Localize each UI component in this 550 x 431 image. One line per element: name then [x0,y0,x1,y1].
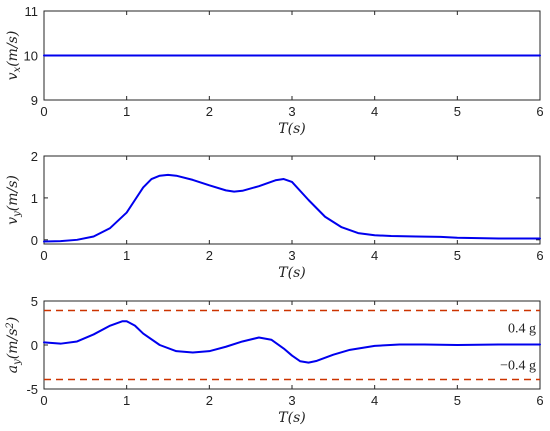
annotation-upper-limit: 0.4 g [508,322,536,337]
x-axis-label: T(s) [278,121,305,137]
x-tick-label: 1 [123,393,130,408]
y-axis-label-part: x [12,66,23,72]
x-tick-label: 0 [40,104,47,119]
y-axis-label: vx(m/s) [5,31,23,81]
x-tick-label: 1 [123,248,130,263]
y-axis-label-part: y [12,211,23,218]
y-axis-label-part: (m/s) [5,31,21,67]
x-tick-label: 0 [40,248,47,263]
x-tick-label: 2 [206,248,213,263]
x-tick-label: 2 [206,393,213,408]
x-axis-label: T(s) [278,410,305,426]
y-axis-label-part: (m/s) [5,175,21,211]
y-tick-label: 2 [31,149,38,164]
x-tick-label: 2 [206,104,213,119]
x-tick-label: 3 [288,104,295,119]
x-tick-label: 3 [288,393,295,408]
x-tick-label: 5 [454,393,461,408]
y-tick-label: -5 [26,382,38,397]
y-tick-label: 5 [31,294,38,309]
x-tick-label: 6 [536,248,543,263]
series-line [43,320,541,364]
y-axis-label-part: y [12,359,23,366]
x-tick-label: 3 [288,248,295,263]
x-tick-label: 6 [536,393,543,408]
y-tick-label: 1 [31,191,38,206]
y-axis-label-part: 2 [5,322,16,329]
x-tick-label: 1 [123,104,130,119]
x-tick-label: 4 [371,248,378,263]
y-axis-label-part: v [5,217,21,225]
y-tick-label: 0 [31,233,38,248]
y-tick-label: 0 [31,338,38,353]
axes-box [43,155,541,245]
series-line [43,173,541,243]
y-axis-label-part: ) [5,317,21,323]
x-tick-label: 4 [371,104,378,119]
y-axis-label-part: v [5,72,21,80]
x-tick-label: 4 [371,393,378,408]
y-axis-label-part: (m/s [5,329,21,360]
annotation-lower-limit: −0.4 g [500,358,536,373]
x-tick-label: 5 [454,104,461,119]
y-tick-label: 11 [25,4,39,19]
subplot-2: 0 1 2 3 4 5 6 0 1 2 T(s) vy(m/s) [5,149,544,281]
x-tick-label: 5 [454,248,461,263]
y-tick-label: 9 [31,93,38,108]
y-tick-label: 10 [24,49,38,64]
y-axis-label: vy(m/s) [5,175,23,225]
y-axis-label-part: a [5,365,21,373]
y-axis-label: ay(m/s2) [5,317,23,374]
x-tick-label: 0 [40,393,47,408]
x-axis-label: T(s) [278,265,305,281]
subplot-1: 0 1 2 3 4 5 6 9 10 11 T(s) vx(m/s) [5,4,544,137]
x-tick-label: 6 [536,104,543,119]
